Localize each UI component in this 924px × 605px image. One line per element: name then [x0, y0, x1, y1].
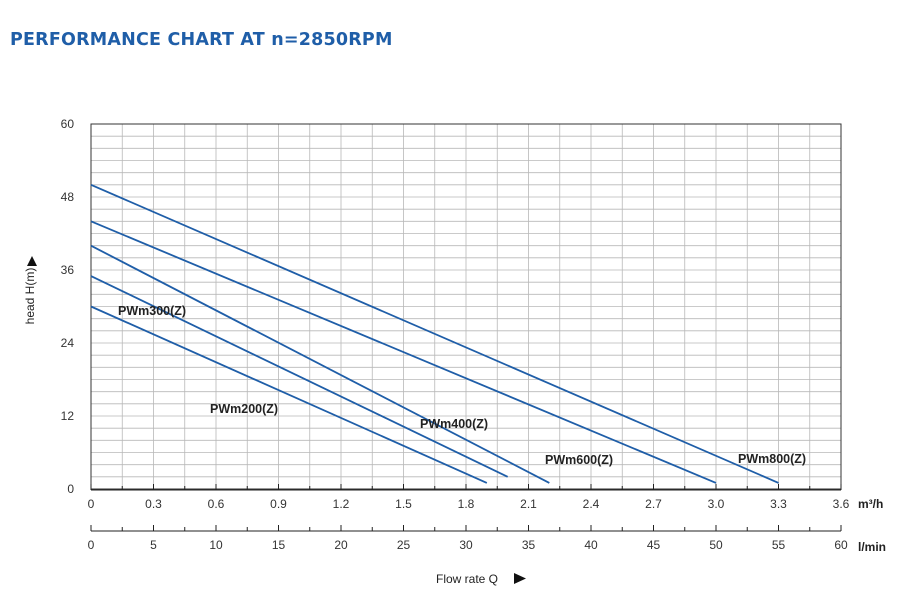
x-axis-label: Flow rate Q	[436, 572, 498, 586]
x-secondary-tick-label: 45	[647, 538, 661, 552]
series-line	[90, 220, 717, 484]
x-primary-tick-label: 1.5	[395, 497, 412, 511]
series-line	[90, 244, 550, 484]
x-primary-tick-label: 0.3	[145, 497, 162, 511]
x-axis-secondary: 0 5 10 15 20 25 30 35 40 45 50 55 60	[88, 525, 848, 552]
series-label: PWm600(Z)	[545, 453, 613, 467]
x-secondary-tick-label: 40	[584, 538, 598, 552]
x-secondary-tick-label: 35	[522, 538, 536, 552]
x-secondary-tick-label: 15	[272, 538, 286, 552]
series-label: PWm800(Z)	[738, 452, 806, 466]
x-secondary-tick-label: 10	[209, 538, 223, 552]
series-line	[90, 305, 488, 484]
chart-title: PERFORMANCE CHART AT n=2850RPM	[10, 30, 393, 50]
x-primary-tick-label: 1.2	[333, 497, 350, 511]
x-axis-primary: 0 0.3 0.6 0.9 1.2 1.5 1.8 2.1 2.4 2.7 3.0 3.3 3.6	[88, 484, 850, 511]
x-axis-arrow-icon	[514, 573, 526, 584]
x-primary-tick-label: 0.9	[270, 497, 287, 511]
y-axis-label: head H(m)	[23, 268, 37, 325]
x-primary-tick-label: 0.6	[208, 497, 225, 511]
x-primary-tick-label: 3.3	[770, 497, 787, 511]
x-secondary-tick-label: 5	[150, 538, 157, 552]
series-label: PWm200(Z)	[210, 402, 278, 416]
x-secondary-tick-label: 0	[88, 538, 95, 552]
x-primary-tick-label: 3.0	[708, 497, 725, 511]
y-tick-label: 36	[61, 263, 75, 277]
x-primary-tick-label: 3.6	[833, 497, 850, 511]
series-label: PWm300(Z)	[118, 304, 186, 318]
grid	[91, 124, 841, 489]
y-axis-arrow-icon	[27, 256, 37, 266]
x-primary-tick-label: 0	[88, 497, 95, 511]
series-line	[90, 184, 779, 484]
x-primary-tick-label: 2.4	[583, 497, 600, 511]
x-primary-tick-label: 2.7	[645, 497, 662, 511]
y-tick-label: 12	[61, 409, 75, 423]
x-primary-tick-label: 1.8	[458, 497, 475, 511]
series-labels: PWm200(Z) PWm300(Z) PWm400(Z) PWm600(Z) PWm8…	[118, 304, 806, 467]
x-secondary-tick-label: 25	[397, 538, 411, 552]
series-line	[90, 275, 509, 478]
x-secondary-tick-label: 30	[459, 538, 473, 552]
series-lines	[90, 184, 779, 484]
x-unit-primary: m³/h	[858, 497, 883, 511]
y-tick-label: 0	[67, 482, 74, 496]
x-unit-secondary: l/min	[858, 540, 886, 554]
x-secondary-tick-label: 55	[772, 538, 786, 552]
y-tick-label: 60	[61, 117, 75, 131]
y-tick-labels: 0 12 24 36 48 60	[61, 117, 75, 496]
x-secondary-tick-label: 20	[334, 538, 348, 552]
x-secondary-tick-label: 60	[834, 538, 848, 552]
x-primary-tick-label: 2.1	[520, 497, 537, 511]
y-tick-label: 24	[61, 336, 75, 350]
y-tick-label: 48	[61, 190, 75, 204]
x-secondary-tick-label: 50	[709, 538, 723, 552]
series-label: PWm400(Z)	[420, 417, 488, 431]
